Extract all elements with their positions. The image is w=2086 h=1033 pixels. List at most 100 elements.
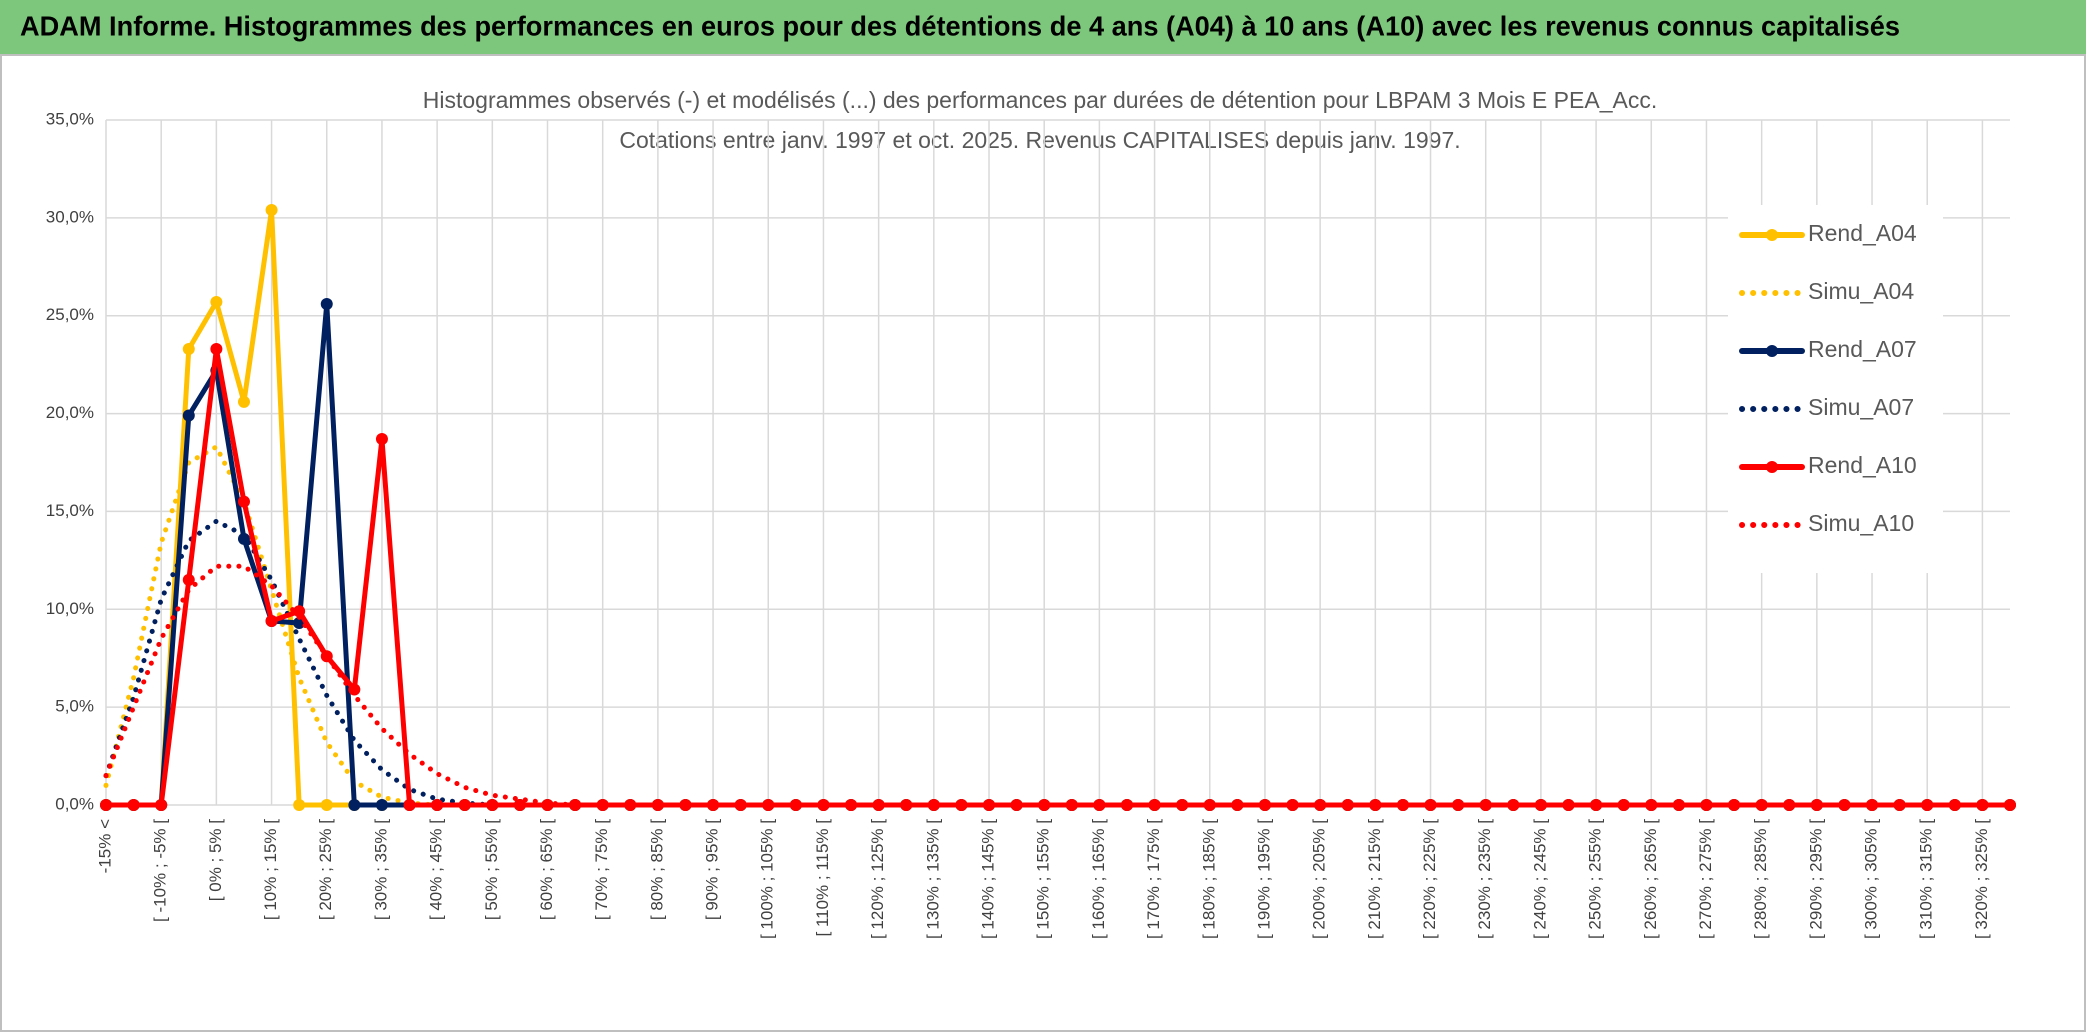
point — [210, 342, 223, 355]
point — [155, 799, 168, 811]
point — [596, 799, 609, 811]
point — [1452, 799, 1465, 811]
point — [513, 799, 526, 811]
x-tick-label: [ 230% ; 235% [ — [1475, 819, 1494, 939]
point — [1424, 799, 1437, 811]
point — [1534, 799, 1547, 811]
point — [927, 799, 940, 811]
x-tick-label: [ 300% ; 305% [ — [1862, 819, 1881, 939]
point — [182, 409, 195, 422]
banner-title: ADAM Informe. Histogrammes des performan… — [20, 10, 1900, 41]
point — [1341, 799, 1354, 811]
point — [1562, 799, 1575, 811]
point — [403, 799, 416, 811]
point — [1728, 799, 1741, 811]
legend-marker — [1766, 229, 1778, 241]
x-tick-label: [ 240% ; 245% [ — [1530, 819, 1549, 939]
point — [210, 296, 223, 309]
x-tick-label: [ 140% ; 145% [ — [978, 819, 997, 939]
point — [1866, 799, 1879, 811]
point — [348, 799, 361, 811]
legend-marker — [1766, 345, 1778, 357]
point — [900, 799, 913, 811]
point — [375, 433, 388, 446]
legend-marker — [1766, 461, 1778, 473]
point — [375, 799, 388, 811]
banner — [0, 0, 2086, 54]
point — [541, 799, 554, 811]
point — [1976, 799, 1989, 811]
point — [100, 799, 112, 811]
x-tick-label: [ -10% ; -5% [ — [151, 819, 170, 922]
legend-box — [1728, 205, 1943, 573]
x-tick-label: [ 40% ; 45% [ — [427, 819, 446, 920]
legend-label: Simu_A10 — [1808, 510, 1914, 536]
model-line — [103, 563, 2013, 808]
y-tick-label: 0,0% — [55, 794, 94, 813]
point — [458, 799, 471, 811]
x-tick-label: [ 290% ; 295% [ — [1806, 819, 1825, 939]
point — [1838, 799, 1851, 811]
y-tick-label: 20,0% — [46, 403, 94, 422]
point — [1010, 799, 1023, 811]
x-tick-label: [ 80% ; 85% [ — [647, 819, 666, 920]
point — [707, 799, 720, 811]
point — [486, 799, 499, 811]
x-tick-label: [ 170% ; 175% [ — [1144, 819, 1163, 939]
point — [237, 395, 250, 408]
x-tick-label: -15% < — [95, 819, 114, 873]
point — [182, 342, 195, 355]
x-tick-label: [ 180% ; 185% [ — [1199, 819, 1218, 939]
point — [624, 799, 637, 811]
point — [1948, 799, 1961, 811]
x-tick-label: [ 120% ; 125% [ — [868, 819, 887, 939]
x-tick-label: [ 280% ; 285% [ — [1751, 819, 1770, 939]
x-tick-label: [ 60% ; 65% [ — [537, 819, 556, 920]
x-tick-label: [ 90% ; 95% [ — [703, 819, 722, 920]
x-tick-label: [ 310% ; 315% [ — [1917, 819, 1936, 939]
point — [127, 799, 140, 811]
chart-frame — [0, 54, 2086, 1032]
y-tick-label: 5,0% — [55, 697, 94, 716]
point — [817, 799, 830, 811]
point — [1120, 799, 1133, 811]
point — [1148, 799, 1161, 811]
x-tick-label: [ 200% ; 205% [ — [1310, 819, 1329, 939]
point — [1314, 799, 1327, 811]
x-tick-label: [ 130% ; 135% [ — [923, 819, 942, 939]
point — [1258, 799, 1271, 811]
point — [734, 799, 747, 811]
x-tick-label: [ 270% ; 275% [ — [1696, 819, 1715, 939]
point — [845, 799, 858, 811]
x-tick-label: [ 250% ; 255% [ — [1586, 819, 1605, 939]
point — [293, 605, 306, 618]
x-tick-label: [ 70% ; 75% [ — [592, 819, 611, 920]
legend-label: Rend_A10 — [1808, 452, 1917, 478]
x-tick-label: [ 210% ; 215% [ — [1365, 819, 1384, 939]
x-tick-label: [ 150% ; 155% [ — [1034, 819, 1053, 939]
point — [320, 799, 333, 811]
chart-subtitle: Cotations entre janv. 1997 et oct. 2025.… — [619, 127, 1460, 153]
point — [182, 573, 195, 586]
x-tick-label: [ 110% ; 115% [ — [813, 819, 832, 937]
point — [1755, 799, 1768, 811]
legend-label: Rend_A04 — [1808, 220, 1917, 246]
y-tick-label: 35,0% — [46, 109, 94, 128]
legend-label: Simu_A07 — [1808, 394, 1914, 420]
point — [431, 799, 444, 811]
y-tick-label: 30,0% — [46, 207, 94, 226]
x-tick-label: [ 160% ; 165% [ — [1089, 819, 1108, 939]
x-tick-label: [ 0% ; 5% [ — [206, 819, 225, 901]
chart-subtitle: Histogrammes observés (-) et modélisés (… — [423, 87, 1657, 113]
legend-label: Simu_A04 — [1808, 278, 1914, 304]
point — [1645, 799, 1658, 811]
x-tick-label: [ 320% ; 325% [ — [1972, 819, 1991, 939]
x-tick-label: [ 30% ; 35% [ — [371, 819, 390, 920]
x-tick-label: [ 100% ; 105% [ — [758, 819, 777, 939]
y-tick-label: 15,0% — [46, 501, 94, 520]
point — [293, 799, 306, 811]
x-tick-label: [ 260% ; 265% [ — [1641, 819, 1660, 939]
x-tick-label: [ 10% ; 15% [ — [261, 819, 280, 920]
